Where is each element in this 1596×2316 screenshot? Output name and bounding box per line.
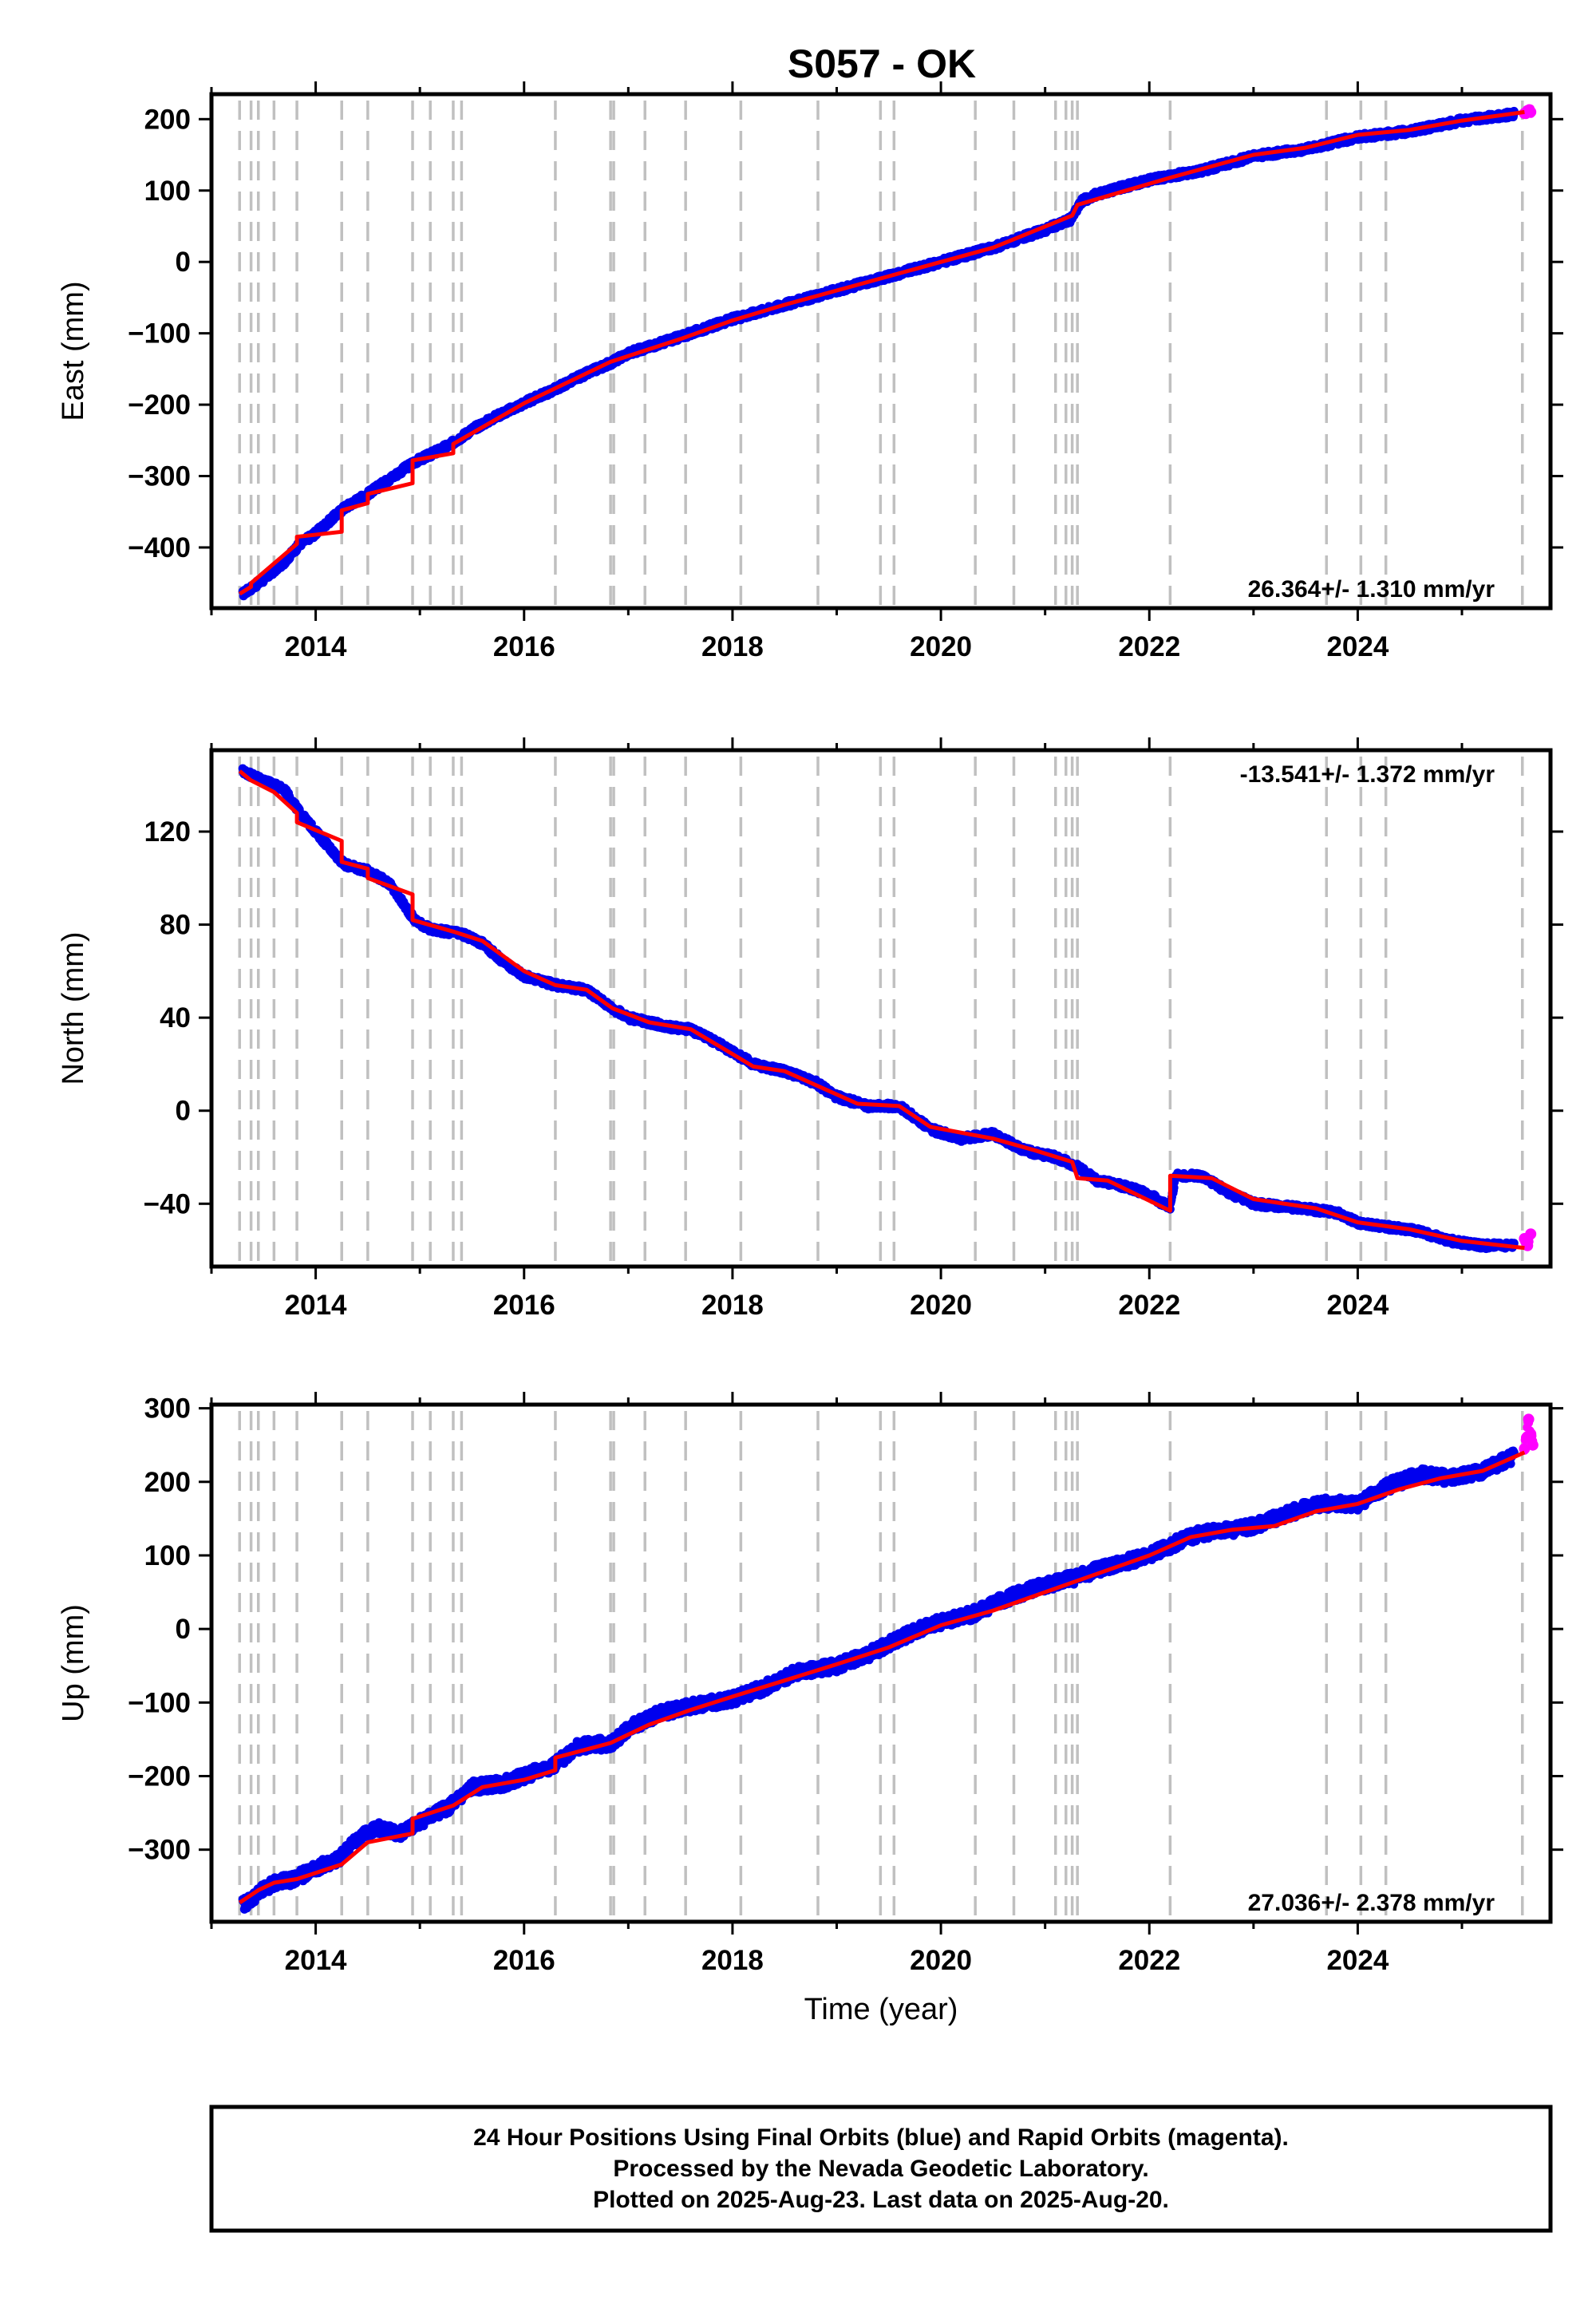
y-tick-label: −400: [128, 532, 191, 563]
y-tick-label: −300: [128, 461, 191, 492]
model-fit-line: [238, 109, 1525, 596]
plot-area: [238, 757, 1537, 1267]
y-tick-label: 200: [144, 104, 191, 135]
y-tick-label: −100: [128, 318, 191, 350]
figure-title: S057 - OK: [788, 41, 976, 86]
y-tick-label: 100: [144, 176, 191, 207]
x-tick-label: 2020: [910, 631, 972, 662]
east-panel: −400 −300 −200 −100 0 100 200 2014 2016 2018 2020 2…: [57, 81, 1563, 662]
x-tick-label: 2018: [701, 631, 764, 662]
plot-area: [238, 101, 1537, 608]
x-tick-label: 2022: [1118, 631, 1180, 662]
x-tick-label: 2024: [1326, 631, 1389, 662]
y-axis-label: East (mm): [57, 281, 90, 421]
y-tick-label: −200: [128, 389, 191, 421]
rapid-orbit-point: [1525, 106, 1537, 118]
velocity-rate-label: 26.364+/- 1.310 mm/yr: [1248, 576, 1495, 603]
y-tick-label: 0: [176, 247, 191, 278]
x-tick-label: 2016: [493, 631, 555, 662]
x-tick-label: 2014: [285, 631, 347, 662]
plot-frame: [209, 92, 1553, 611]
